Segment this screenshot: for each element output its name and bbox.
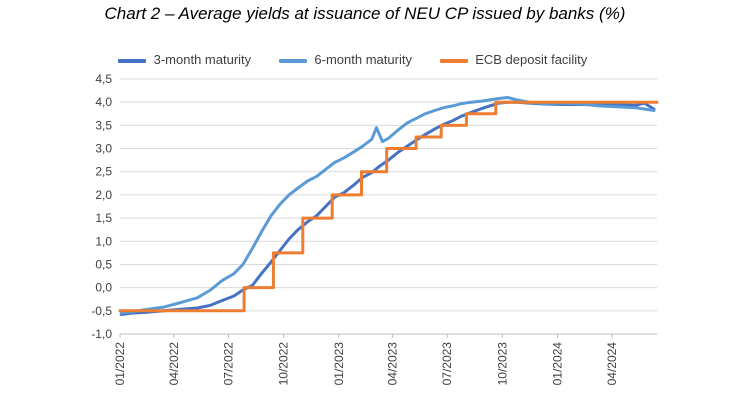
y-tick-label: 2,5 <box>95 165 112 179</box>
x-tick-label: 04/2022 <box>167 342 181 386</box>
y-tick-label: -0,5 <box>91 304 112 318</box>
legend: 3-month maturity 6-month maturity ECB de… <box>118 52 611 67</box>
legend-item-6-month: 6-month maturity <box>278 52 412 67</box>
y-tick-label: 2,0 <box>95 188 112 202</box>
x-tick-label: 07/2022 <box>221 342 235 386</box>
legend-item-3-month: 3-month maturity <box>118 52 251 67</box>
y-tick-label: 1,5 <box>95 211 112 225</box>
legend-swatch-ecb <box>439 58 468 63</box>
series-lines <box>118 96 659 316</box>
x-tick-label: 10/2022 <box>277 342 291 386</box>
x-tick-label: 04/2024 <box>605 342 619 386</box>
y-tick-label: 3,0 <box>95 142 112 156</box>
legend-label-3-month: 3-month maturity <box>153 52 252 67</box>
legend-label-ecb: ECB deposit facility <box>475 52 588 67</box>
legend-swatch-6-month <box>278 58 307 63</box>
x-tick-label: 07/2023 <box>440 342 454 386</box>
axes <box>119 333 657 338</box>
x-tick-label: 01/2023 <box>332 342 346 386</box>
y-tick-label: -1,0 <box>91 327 112 341</box>
legend-item-ecb: ECB deposit facility <box>439 52 588 67</box>
tick-labels: -1,0 -0,5 0,0 0,5 1,0 1,5 2,0 2,5 3,0 3,5 4,0 4,5 01… <box>91 72 619 385</box>
x-tick-label: 01/2022 <box>113 342 127 386</box>
y-tick-label: 4,5 <box>95 72 112 86</box>
y-tick-label: 3,5 <box>95 118 112 132</box>
x-tick-label: 01/2024 <box>551 342 565 386</box>
gridlines <box>120 78 657 335</box>
legend-swatch-3-month <box>118 58 146 63</box>
y-tick-label: 1,0 <box>95 234 112 248</box>
series-line-ecb <box>118 100 659 313</box>
y-tick-label: 4,0 <box>95 95 112 109</box>
y-tick-label: 0,5 <box>95 257 112 271</box>
x-tick-label: 04/2023 <box>386 342 400 386</box>
y-tick-label: 0,0 <box>95 281 112 295</box>
chart-title: Chart 2 – Average yields at issuance of … <box>104 4 626 23</box>
series-line-6-month <box>119 96 656 315</box>
series-line-3-month <box>119 100 656 316</box>
legend-label-6-month: 6-month maturity <box>314 52 412 67</box>
x-tick-label: 10/2023 <box>495 342 509 386</box>
